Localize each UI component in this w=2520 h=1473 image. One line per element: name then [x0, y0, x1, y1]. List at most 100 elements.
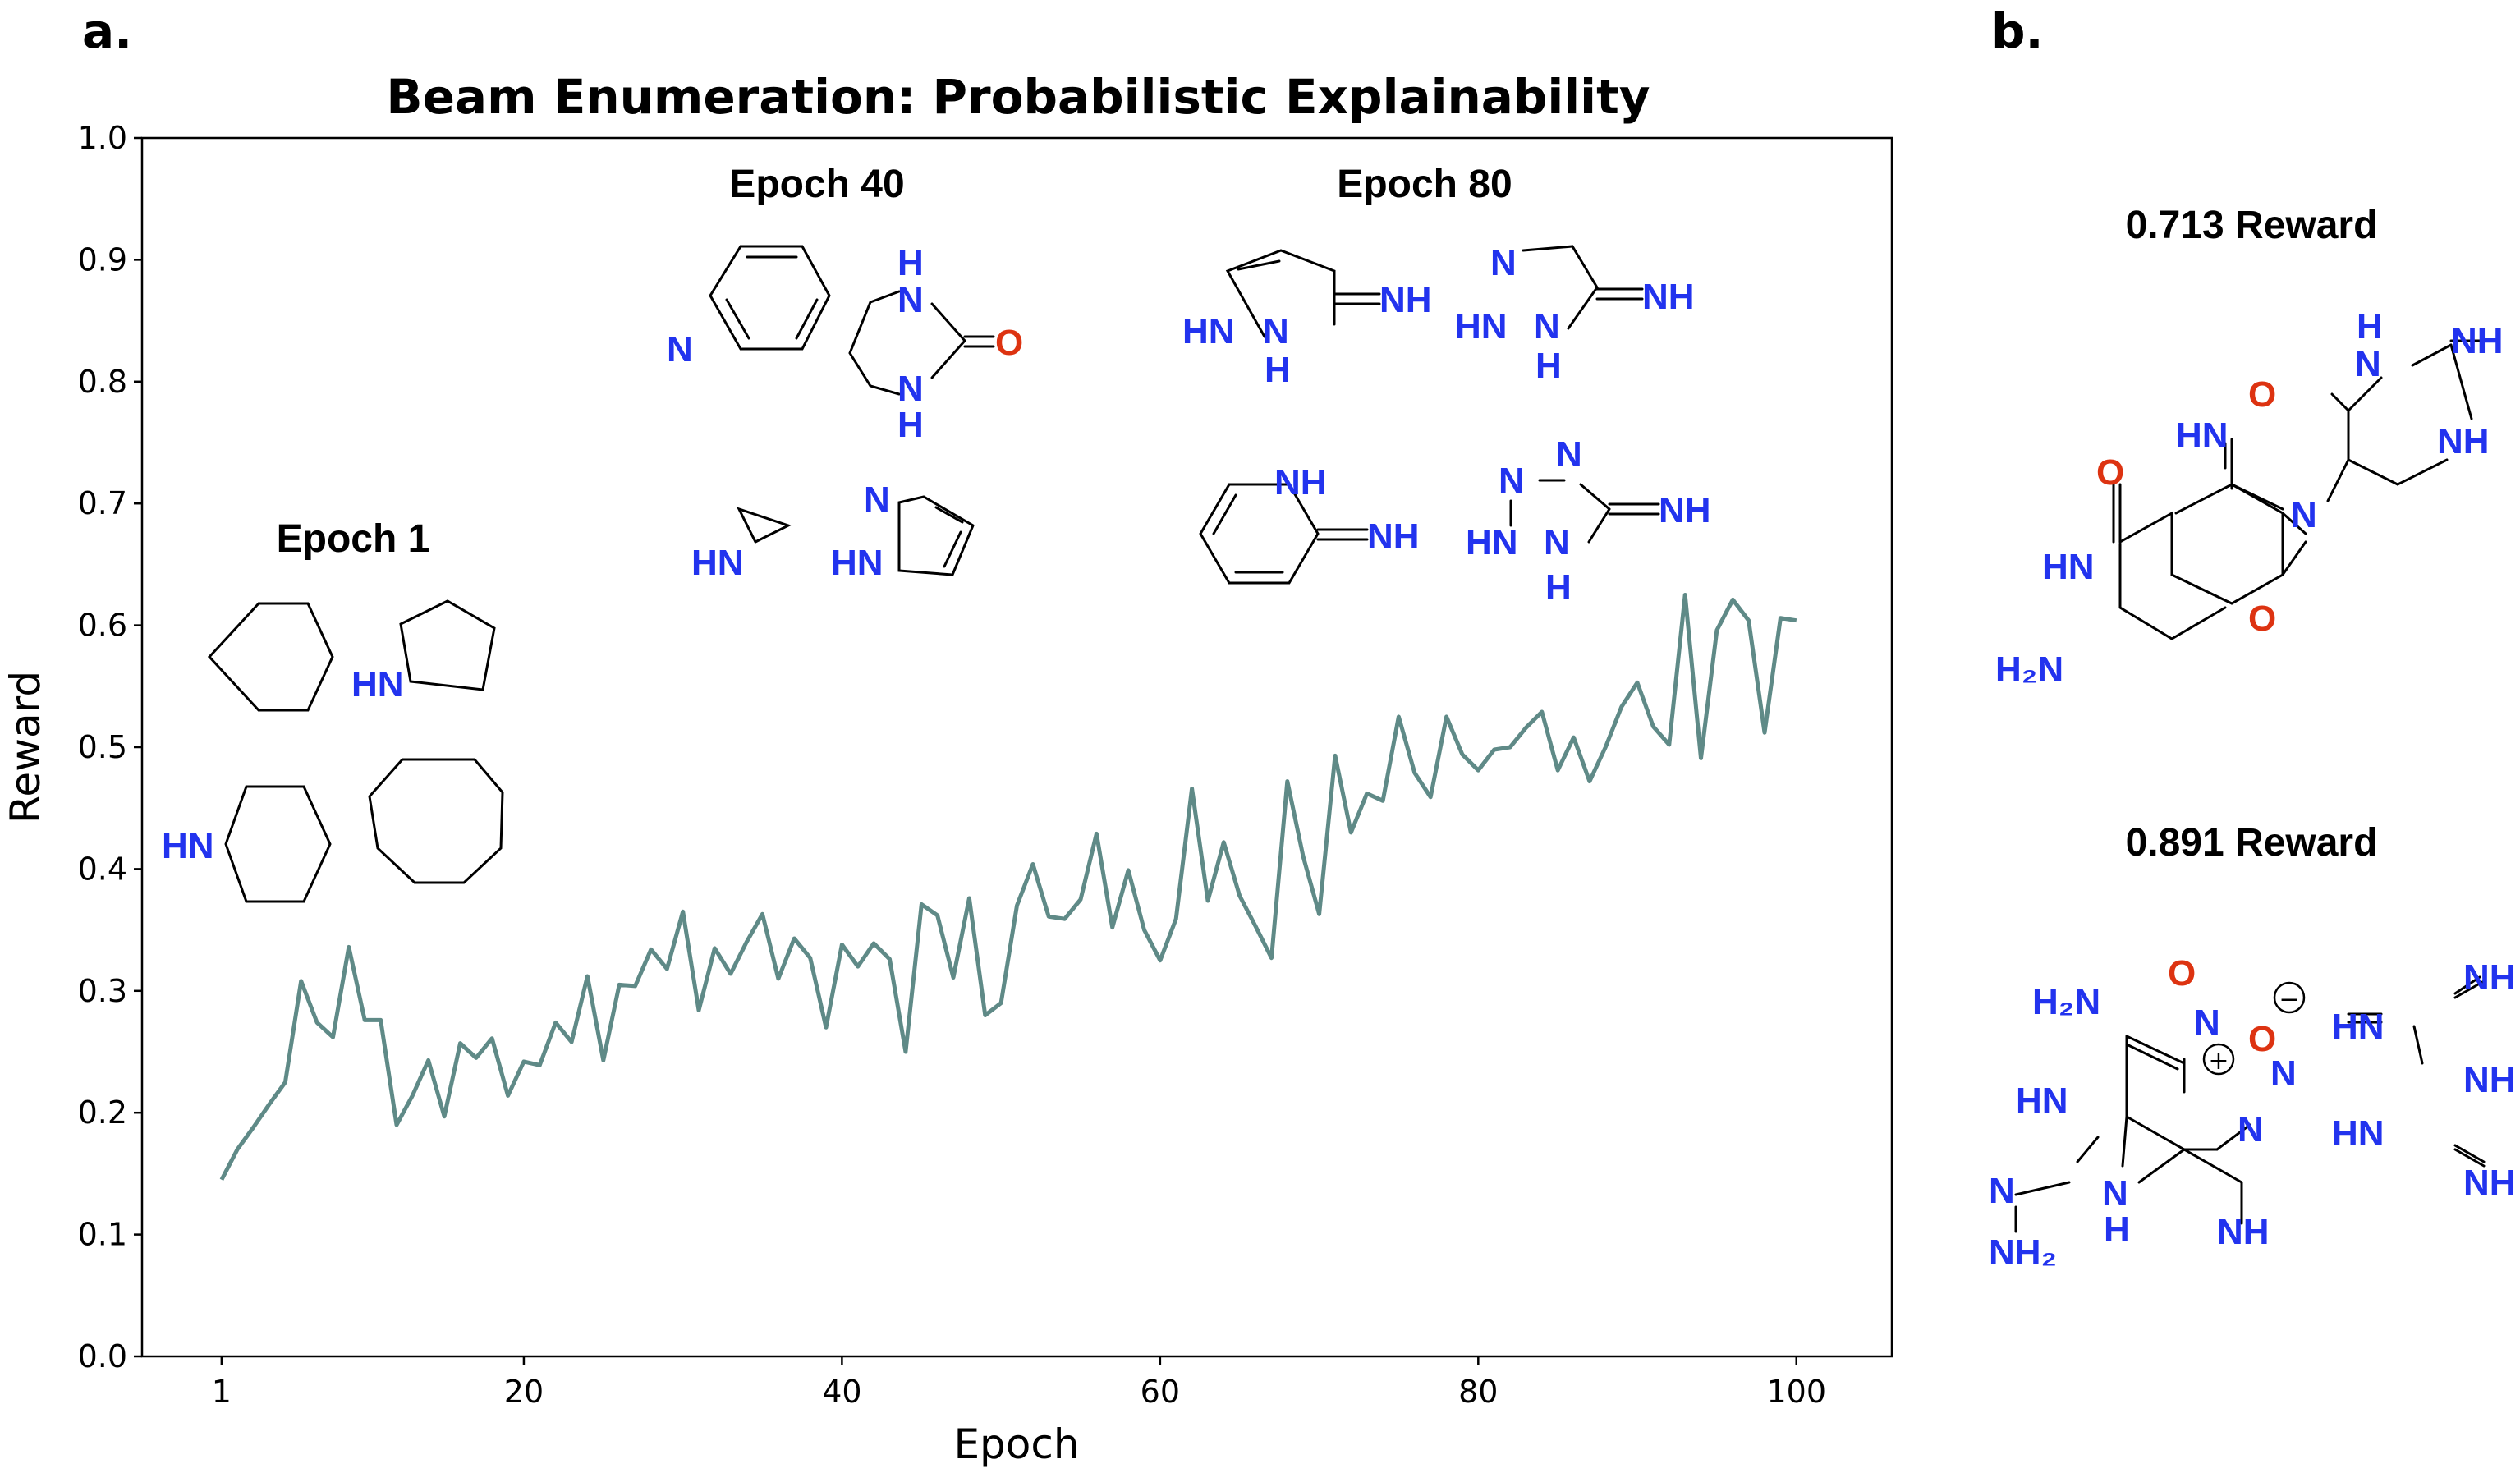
mol2-n-azo-right: N — [2270, 1053, 2297, 1094]
mol2-n-nitro: N — [2194, 1003, 2220, 1043]
y-tick-label: 0.4 — [78, 851, 127, 887]
mol2-nh2: NH₂ — [1989, 1232, 2057, 1273]
mol1-n-ring: N — [2291, 495, 2317, 535]
pyrazol-imine-n: N — [1263, 311, 1289, 351]
pyrazol-imine-structure: NH HN N H — [1182, 249, 1432, 390]
imidazolidinone-h-top: H — [897, 243, 924, 283]
tetrazol-imine-nh: NH — [1659, 490, 1711, 530]
mol2-o-top: O — [2168, 953, 2196, 993]
tetrazol-imine-n-left: N — [1499, 461, 1525, 501]
pyridine-structure: N — [667, 245, 831, 369]
mol2-hn-right-top: HN — [2332, 1007, 2385, 1047]
pyrrolidine-structure: HN — [351, 599, 496, 704]
molecule-0891-structure: H₂N HN N NH₂ N H NH N O N O + − N HN HN … — [1989, 953, 2516, 1273]
epoch-1-label: Epoch 1 — [277, 517, 430, 561]
mol2-n-hydrazone: N — [1989, 1171, 2015, 1211]
pyrazole-structure: N HN — [831, 480, 975, 583]
imidazolidinone-n-bottom: N — [897, 369, 924, 409]
mol2-nh-top-right: NH — [2463, 957, 2516, 998]
mol1-hn-imine: HN — [2176, 415, 2229, 456]
minus-charge-icon — [2273, 981, 2306, 1014]
imidazolidinone-h-bottom: H — [897, 405, 924, 445]
plus-charge-icon — [2202, 1043, 2235, 1076]
azirine-nh-label: HN — [691, 543, 744, 583]
tetrazol-imine-hn: HN — [1466, 522, 1518, 562]
plot-frame — [140, 136, 1893, 1358]
imidazolidinone-o: O — [995, 323, 1023, 363]
tetrazol-imine-structure: N N NH HN N H — [1466, 434, 1711, 608]
tetrazol-imine-n-top: N — [1556, 434, 1582, 475]
triazol-imine-h: H — [1535, 346, 1562, 386]
y-tick-label: 0.2 — [78, 1094, 127, 1131]
chart-title: Beam Enumeration: Probabilistic Explaina… — [386, 69, 1650, 125]
y-tick-label: 0.5 — [78, 729, 127, 765]
mol2-o-right: O — [2248, 1019, 2276, 1059]
mol2-n-bottom: N — [2102, 1173, 2128, 1214]
triazol-imine-structure: NH N HN N H — [1455, 243, 1695, 386]
imidazolidinone-n-top: N — [897, 280, 924, 320]
x-tick-label: 20 — [504, 1374, 544, 1410]
x-tick-label: 60 — [1141, 1374, 1180, 1410]
mol2-nh-mid-right: NH — [2463, 1060, 2516, 1100]
piperidine-structure: HN — [162, 785, 332, 903]
mol2-hn-left: HN — [2016, 1081, 2068, 1121]
mol1-nh-top: NH — [2451, 321, 2504, 361]
pyrazole-nh-label: HN — [831, 543, 884, 583]
pyridin-imine-structure: NH NH — [1199, 462, 1420, 585]
pyrazol-imine-h: H — [1265, 350, 1291, 390]
mol2-hn-right-bottom: HN — [2332, 1113, 2385, 1154]
y-tick-label: 0.6 — [78, 608, 127, 644]
data-points — [222, 594, 1797, 1180]
azirine-structure: HN — [691, 507, 792, 583]
line-chart: Beam Enumeration: Probabilistic Explaina… — [2, 69, 1893, 1468]
mol1-o-top: O — [2248, 374, 2276, 415]
y-tick-label: 0.0 — [78, 1338, 127, 1374]
y-tick-label: 0.9 — [78, 241, 127, 278]
pyrrolidine-nh-label: HN — [351, 664, 404, 704]
pyridin-imine-nh: NH — [1367, 516, 1420, 557]
y-axis-label: Reward — [2, 671, 49, 824]
panel-label-a: a. — [82, 3, 132, 59]
mol1-h-top: H — [2357, 306, 2383, 346]
cyclohexane-structure — [207, 602, 334, 712]
mol1-h2n: H₂N — [1995, 649, 2063, 690]
x-axis: 1 20 40 60 80 100 — [212, 1356, 1826, 1410]
mol1-o-ring: O — [2248, 599, 2276, 639]
triazol-imine-n-top: N — [1490, 243, 1517, 283]
reward-label-bottom: 0.891 Reward — [2126, 821, 2378, 865]
x-tick-label: 40 — [822, 1374, 861, 1410]
y-tick-label: 0.7 — [78, 485, 127, 521]
mol1-o-left: O — [2096, 452, 2124, 493]
tetrazol-imine-h: H — [1545, 567, 1572, 608]
pyrazol-imine-nh: NH — [1379, 280, 1432, 320]
cycloheptane-structure — [368, 758, 504, 884]
mol1-hn: HN — [2042, 547, 2095, 587]
epoch-80-label: Epoch 80 — [1337, 163, 1512, 206]
minus-charge-symbol: − — [2279, 985, 2299, 1014]
imidazolidinone-structure: H N O N H — [848, 243, 1023, 445]
pyrazol-imine-hn: HN — [1182, 311, 1235, 351]
triazol-imine-nh: NH — [1642, 277, 1695, 317]
x-axis-label: Epoch — [953, 1420, 1079, 1468]
y-tick-label: 1.0 — [78, 120, 127, 156]
triazol-imine-n: N — [1534, 306, 1560, 346]
triazol-imine-hn: HN — [1455, 306, 1508, 346]
mol2-h-bottom: H — [2104, 1209, 2130, 1250]
mol1-n-top: N — [2355, 344, 2381, 384]
mol2-h2n: H₂N — [2032, 982, 2100, 1022]
panel-label-b: b. — [1991, 3, 2044, 59]
pyridine-n-label: N — [667, 329, 693, 369]
y-tick-label: 0.8 — [78, 364, 127, 400]
x-tick-label: 1 — [212, 1374, 232, 1410]
molecule-0713-structure: O HN H₂N HN O N O H N NH NH — [1995, 306, 2504, 690]
pyridin-imine-nh-ring: NH — [1274, 462, 1327, 502]
reward-label-top: 0.713 Reward — [2126, 204, 2378, 247]
mol2-n-azo-left: N — [2238, 1109, 2264, 1149]
x-tick-label: 80 — [1458, 1374, 1498, 1410]
y-tick-label: 0.1 — [78, 1217, 127, 1253]
y-tick-label: 0.3 — [78, 973, 127, 1009]
mol2-nh-bottom: NH — [2217, 1212, 2270, 1252]
plus-charge-symbol: + — [2208, 1047, 2229, 1076]
mol1-nh-ring: NH — [2437, 421, 2490, 461]
